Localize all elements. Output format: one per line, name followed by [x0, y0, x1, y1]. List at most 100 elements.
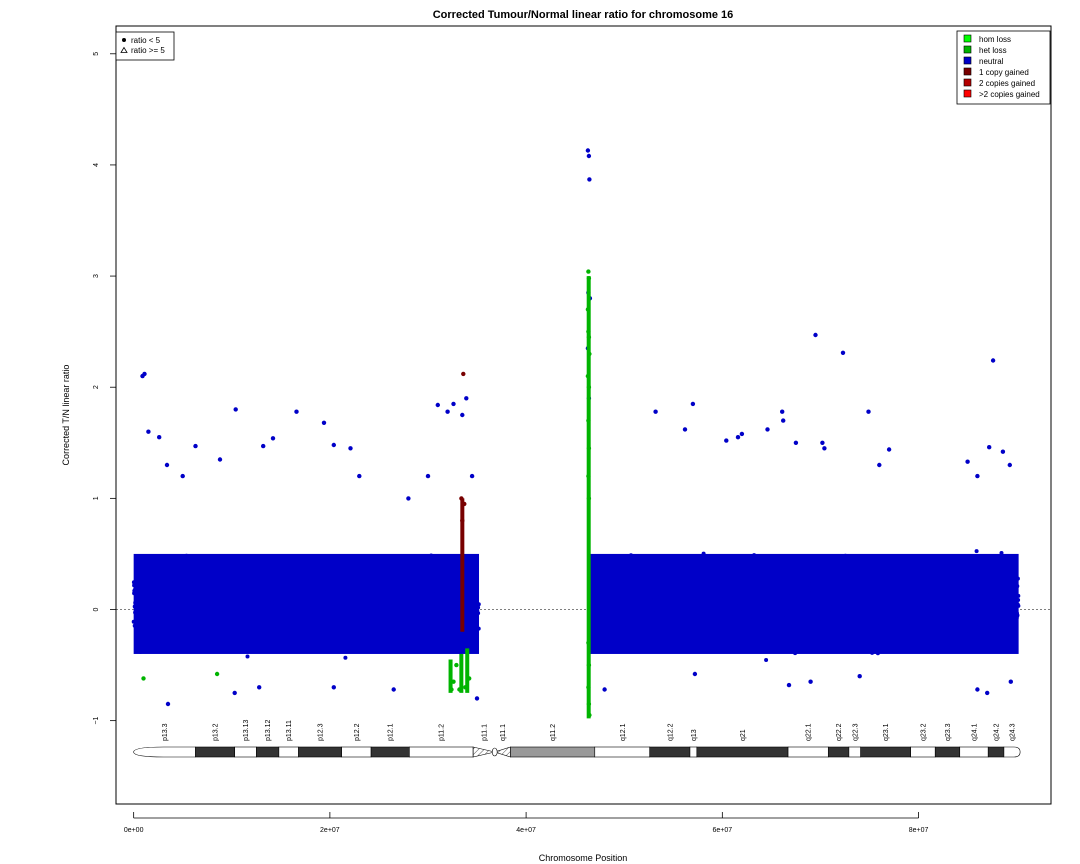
data-point	[290, 598, 295, 603]
data-point	[887, 618, 892, 623]
data-point	[804, 597, 808, 602]
data-point	[1004, 585, 1008, 590]
data-point	[300, 626, 305, 631]
data-point	[471, 555, 476, 560]
data-point	[806, 566, 810, 571]
data-point	[803, 628, 808, 633]
data-point	[883, 629, 888, 634]
data-point	[919, 590, 924, 595]
data-point	[253, 601, 258, 605]
data-point	[190, 589, 194, 594]
data-point	[713, 616, 718, 621]
data-point	[292, 619, 297, 623]
data-point	[857, 674, 862, 679]
data-point	[849, 618, 854, 623]
data-point	[287, 587, 292, 592]
data-point	[364, 610, 369, 615]
data-point	[954, 613, 958, 618]
data-point	[135, 618, 140, 623]
data-point	[332, 607, 337, 612]
data-point	[394, 602, 399, 606]
data-point	[603, 606, 607, 611]
data-point	[178, 587, 183, 592]
data-point	[900, 619, 905, 624]
data-point	[994, 588, 999, 593]
data-point	[190, 598, 195, 602]
data-point	[850, 599, 855, 604]
data-point	[179, 605, 184, 610]
data-point	[171, 584, 176, 589]
data-point	[633, 598, 638, 603]
data-point	[460, 518, 465, 523]
data-point	[715, 598, 720, 603]
data-point	[230, 637, 235, 642]
data-point	[988, 632, 992, 637]
data-point	[174, 603, 179, 607]
data-point	[467, 586, 472, 591]
data-point	[467, 600, 472, 605]
data-point	[331, 579, 336, 584]
data-point	[259, 581, 264, 586]
data-point	[592, 560, 597, 565]
data-point	[861, 594, 866, 599]
data-point	[670, 642, 674, 647]
data-point	[655, 585, 659, 590]
data-point	[211, 604, 216, 609]
data-point	[937, 594, 942, 599]
data-point	[731, 620, 736, 625]
data-point	[675, 605, 680, 610]
data-point	[738, 609, 743, 614]
data-point	[414, 606, 419, 611]
data-point	[452, 581, 457, 586]
data-point	[147, 579, 152, 584]
data-point	[666, 586, 671, 591]
data-point	[586, 496, 592, 501]
data-point	[338, 599, 343, 604]
band-label-q24-3: q24.3	[1010, 723, 1017, 741]
data-point	[733, 583, 738, 588]
data-point	[708, 597, 713, 602]
data-point	[685, 573, 690, 578]
data-point	[427, 592, 432, 597]
data-point	[784, 619, 789, 624]
data-point	[693, 574, 698, 579]
data-point	[465, 613, 470, 618]
data-point	[889, 632, 894, 637]
data-point	[276, 572, 281, 577]
data-point	[637, 622, 642, 626]
band-q23-1	[860, 746, 912, 758]
centromere	[491, 747, 498, 757]
data-point	[257, 590, 262, 595]
band-p12-3	[298, 746, 342, 758]
data-point	[878, 609, 883, 614]
data-point	[317, 604, 322, 609]
data-point	[675, 634, 679, 639]
data-point	[899, 637, 904, 642]
data-point	[219, 579, 224, 584]
data-point	[853, 581, 858, 586]
data-point	[981, 581, 986, 585]
data-point	[920, 583, 925, 588]
data-point	[614, 579, 619, 584]
data-point	[967, 585, 972, 590]
legend-label: >2 copies gained	[979, 90, 1040, 99]
data-point	[987, 579, 992, 584]
data-point	[666, 616, 671, 621]
data-point	[651, 612, 656, 617]
data-point	[222, 604, 227, 609]
data-point	[643, 588, 648, 593]
data-point	[451, 586, 456, 591]
data-point	[586, 329, 591, 334]
data-point	[862, 588, 867, 593]
data-point	[629, 633, 633, 638]
data-point	[231, 583, 236, 588]
data-point	[296, 598, 301, 603]
data-point	[750, 590, 755, 595]
data-point	[703, 575, 708, 580]
data-point	[829, 607, 834, 612]
data-point	[940, 584, 945, 589]
data-point	[658, 617, 663, 622]
data-point	[682, 587, 687, 592]
data-point	[784, 581, 789, 586]
data-point	[190, 593, 195, 598]
